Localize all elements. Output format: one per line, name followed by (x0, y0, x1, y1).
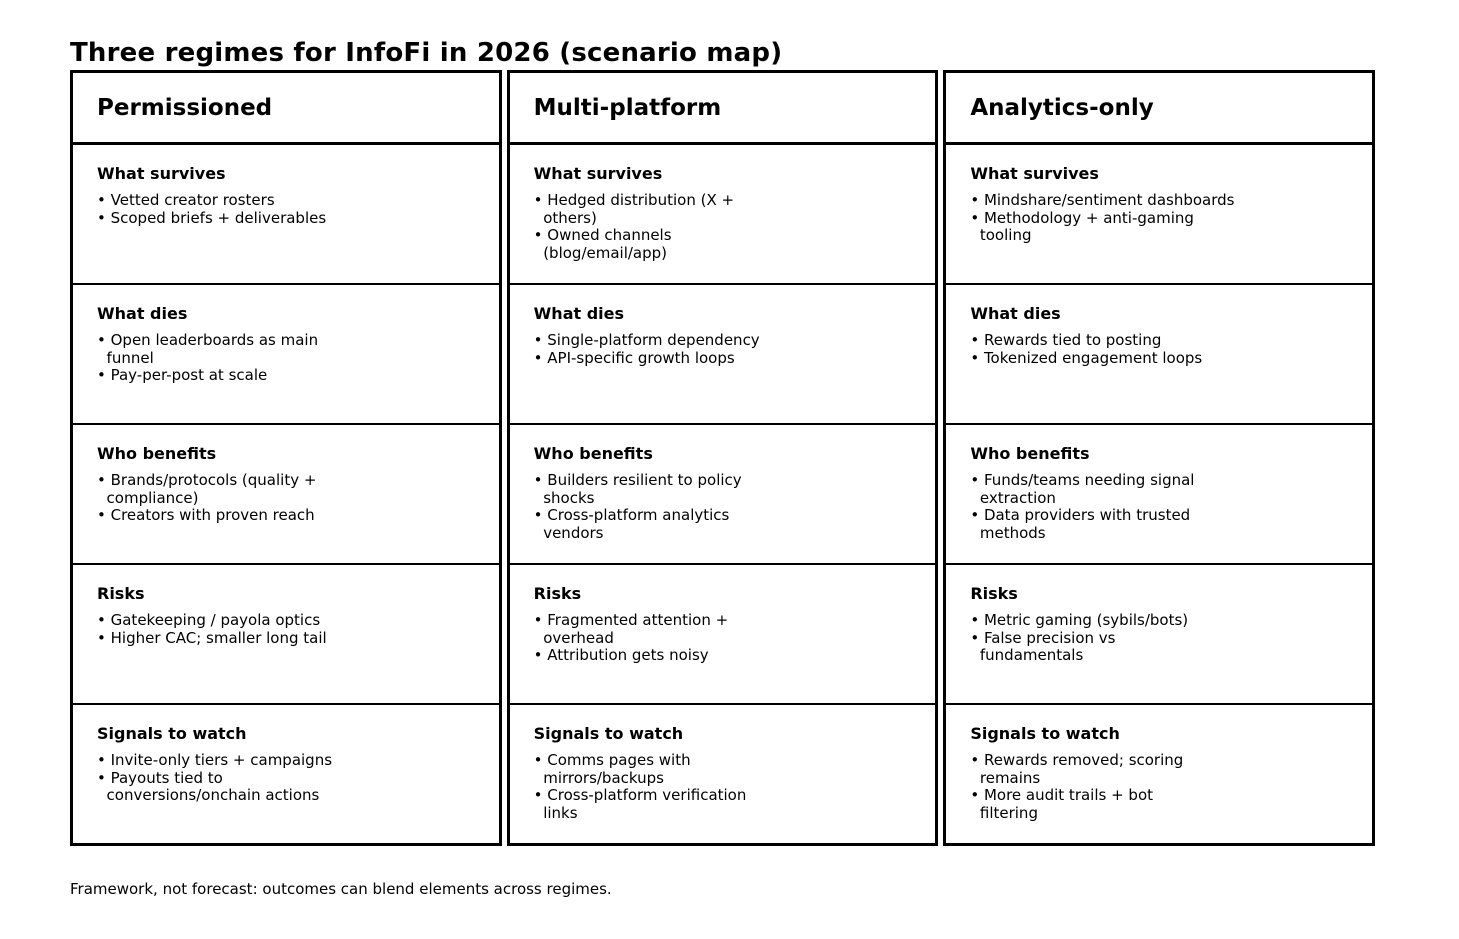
bullet-item: • Invite-only tiers + campaigns (97, 751, 333, 769)
regime-section: What survives • Mindshare/sentiment dash… (946, 145, 1372, 283)
section-bullets: • Hedged distribution (X + others) • Own… (533, 191, 924, 263)
section-title: Risks (970, 584, 1018, 603)
regime-section: Risks • Fragmented attention + overhead … (509, 563, 936, 703)
regime-section: Risks • Metric gaming (sybils/bots) • Fa… (946, 563, 1372, 703)
bullet-item: • Data providers with trusted methods (970, 506, 1191, 543)
bullet-item: • Metric gaming (sybils/bots) (970, 611, 1189, 629)
regime-column: Analytics-only What survives • Mindshare… (943, 70, 1375, 846)
section-title: Who benefits (97, 444, 217, 463)
bullet-item: • Open leaderboards as main funnel (97, 331, 319, 367)
regime-section: Signals to watch • Comms pages with mirr… (509, 703, 936, 843)
bullet-item: • Scoped briefs + deliverables (97, 208, 327, 227)
section-title: Who benefits (970, 444, 1090, 463)
section-title: What survives (970, 164, 1099, 183)
page-title: Three regimes for InfoFi in 2026 (scenar… (70, 38, 783, 68)
bullet-item: • Single-platform dependency (533, 331, 760, 349)
bullet-item: • Hedged distribution (X + others) (533, 191, 735, 227)
section-bullets: • Invite-only tiers + campaigns • Payout… (97, 751, 487, 805)
section-bullets: • Funds/teams needing signal extraction … (970, 471, 1360, 543)
section-title: What survives (533, 164, 663, 183)
regime-section: Risks • Gatekeeping / payola optics • Hi… (73, 563, 499, 703)
section-title: What dies (97, 304, 188, 323)
section-bullets: • Comms pages with mirrors/backups • Cro… (533, 751, 924, 823)
bullet-item: • Rewards removed; scoring remains (970, 751, 1184, 787)
bullet-item: • Builders resilient to policy shocks (533, 471, 742, 507)
bullet-item: • Brands/protocols (quality + compliance… (97, 471, 317, 507)
section-title: What dies (970, 304, 1061, 323)
bullet-item: • API-specific growth loops (533, 348, 735, 367)
regime-header: Multi-platform (509, 73, 936, 145)
regime-section: What dies • Rewards tied to posting • To… (946, 283, 1372, 423)
bullet-item: • Rewards tied to posting (970, 331, 1162, 349)
bullet-item: • Fragmented attention + overhead (533, 611, 729, 647)
regime-title: Analytics-only (970, 94, 1154, 121)
section-title: Signals to watch (533, 724, 684, 743)
footnote: Framework, not forecast: outcomes can bl… (70, 880, 612, 898)
regime-section: What survives • Vetted creator rosters •… (73, 145, 499, 283)
bullet-item: • More audit trails + bot filtering (970, 786, 1154, 823)
bullet-item: • Creators with proven reach (97, 506, 315, 525)
regime-title: Multi-platform (533, 94, 722, 121)
bullet-item: • Attribution gets noisy (533, 646, 709, 665)
regime-section: What dies • Open leaderboards as main fu… (73, 283, 499, 423)
bullet-item: • Pay-per-post at scale (97, 366, 268, 385)
regime-section: Signals to watch • Rewards removed; scor… (946, 703, 1372, 843)
section-bullets: • Mindshare/sentiment dashboards • Metho… (970, 191, 1360, 245)
regime-section: Who benefits • Funds/teams needing signa… (946, 423, 1372, 563)
regime-section: Who benefits • Builders resilient to pol… (509, 423, 936, 563)
bullet-item: • Higher CAC; smaller long tail (97, 628, 327, 647)
bullet-item: • Cross-platform verification links (533, 786, 747, 823)
bullet-item: • Funds/teams needing signal extraction (970, 471, 1195, 507)
section-title: What survives (97, 164, 226, 183)
section-bullets: • Gatekeeping / payola optics • Higher C… (97, 611, 487, 647)
section-bullets: • Brands/protocols (quality + compliance… (97, 471, 487, 525)
section-title: Signals to watch (97, 724, 247, 743)
bullet-item: • Gatekeeping / payola optics (97, 611, 321, 629)
bullet-item: • Tokenized engagement loops (970, 348, 1203, 367)
regime-section: Who benefits • Brands/protocols (quality… (73, 423, 499, 563)
bullet-item: • Vetted creator rosters (97, 191, 275, 209)
regime-section: What survives • Hedged distribution (X +… (510, 145, 936, 283)
bullet-item: • Cross-platform analytics vendors (533, 506, 730, 543)
section-bullets: • Builders resilient to policy shocks • … (533, 471, 924, 543)
section-bullets: • Open leaderboards as main funnel • Pay… (97, 331, 487, 385)
section-bullets: • Vetted creator rosters • Scoped briefs… (97, 191, 487, 227)
section-title: What dies (533, 304, 625, 323)
section-title: Signals to watch (970, 724, 1120, 743)
regime-section: What dies • Single-platform dependency •… (509, 283, 936, 423)
section-bullets: • Rewards tied to posting • Tokenized en… (970, 331, 1360, 367)
section-bullets: • Rewards removed; scoring remains • Mor… (970, 751, 1360, 823)
bullet-item: • Payouts tied to conversions/onchain ac… (97, 768, 320, 805)
section-title: Risks (97, 584, 145, 603)
bullet-item: • Owned channels (blog/email/app) (533, 226, 672, 263)
regime-header: Permissioned (73, 73, 499, 145)
regime-title: Permissioned (97, 94, 273, 121)
regime-column: Permissioned What survives • Vetted crea… (70, 70, 502, 846)
section-title: Risks (533, 584, 582, 603)
scenario-map-grid: Permissioned What survives • Vetted crea… (70, 70, 1375, 846)
bullet-item: • Comms pages with mirrors/backups (533, 751, 691, 787)
section-bullets: • Fragmented attention + overhead • Attr… (533, 611, 924, 665)
bullet-item: • Mindshare/sentiment dashboards (970, 191, 1235, 209)
regime-section: Signals to watch • Invite-only tiers + c… (73, 703, 499, 843)
regime-header: Analytics-only (946, 73, 1372, 145)
section-bullets: • Metric gaming (sybils/bots) • False pr… (970, 611, 1360, 665)
bullet-item: • False precision vs fundamentals (970, 628, 1116, 665)
bullet-item: • Methodology + anti-gaming tooling (970, 208, 1194, 245)
section-bullets: • Single-platform dependency • API-speci… (533, 331, 924, 367)
regime-column: Multi-platform What survives • Hedged di… (506, 70, 939, 846)
section-title: Who benefits (533, 444, 653, 463)
